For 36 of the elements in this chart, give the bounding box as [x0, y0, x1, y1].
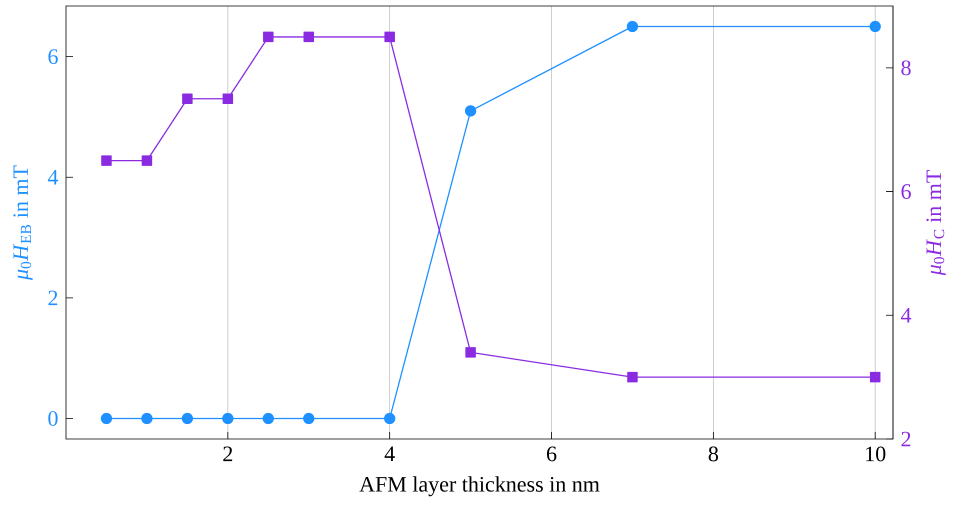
y2-tick-label: 2	[902, 432, 910, 446]
point	[100, 412, 112, 424]
point	[384, 32, 395, 42]
point	[384, 412, 396, 424]
point	[304, 32, 314, 42]
point	[101, 155, 112, 166]
y2-tick-label: 6	[901, 184, 911, 199]
x-tick-label: 10	[866, 446, 886, 462]
x-tick-label: 6	[546, 446, 556, 462]
y-axis-title: μ$_{0}$H$_{EB}$ in mT	[13, 165, 33, 280]
point	[222, 94, 234, 104]
y2-tick-label: 8	[901, 60, 911, 76]
point	[627, 372, 638, 382]
point	[465, 347, 476, 358]
point	[142, 155, 152, 166]
point	[870, 20, 881, 32]
point	[303, 412, 314, 424]
point	[182, 94, 193, 104]
x-axis-title: AFM layer thickness in nm	[359, 476, 600, 496]
x-tick-label: 2	[223, 446, 232, 462]
y-tick-label: 0	[48, 411, 58, 426]
x-tick-label: 4	[384, 446, 395, 462]
point	[222, 412, 234, 424]
y-tick-label: 6	[48, 49, 58, 64]
point	[141, 412, 153, 424]
y-tick-label: 2	[48, 290, 58, 306]
y2-axis-title: μ$_{0}$H$_{C}$ in mT	[926, 170, 946, 276]
point	[870, 372, 880, 382]
point	[182, 412, 194, 424]
point	[626, 20, 638, 32]
point	[464, 105, 476, 117]
y2-tick-label: 4	[900, 308, 912, 323]
point	[263, 32, 274, 42]
x-tick-label: 8	[708, 446, 718, 462]
y-tick-label: 4	[48, 170, 58, 185]
point	[262, 412, 274, 424]
